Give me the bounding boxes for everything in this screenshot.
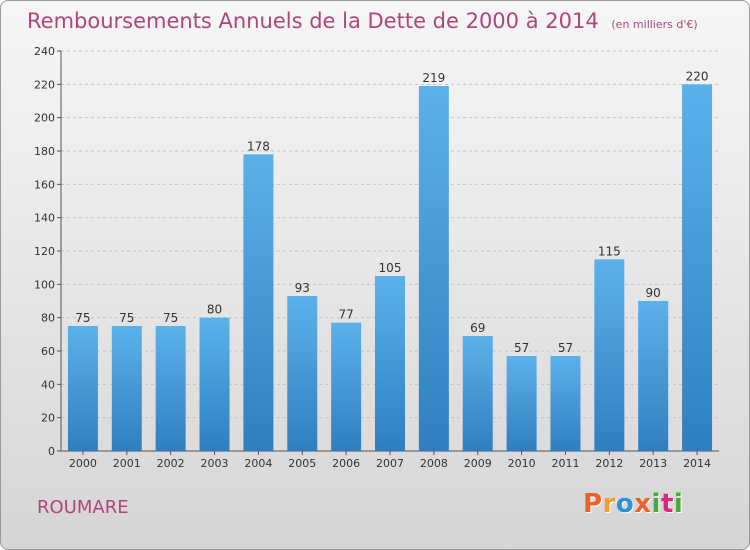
bar [199, 317, 230, 451]
y-tick-label: 0 [48, 445, 55, 458]
x-tick-label: 2009 [464, 457, 492, 470]
bar-value-label: 69 [470, 321, 485, 335]
bar [155, 326, 186, 451]
logo-letter: x [634, 489, 652, 519]
x-tick-label: 2013 [639, 457, 667, 470]
logo-letter: r [602, 489, 616, 519]
x-tick-label: 2008 [420, 457, 448, 470]
bar-value-label: 57 [514, 341, 529, 355]
logo-letter: i [651, 489, 661, 519]
bar [287, 296, 318, 451]
x-tick-label: 2000 [69, 457, 97, 470]
bar [682, 84, 713, 451]
y-tick-label: 100 [34, 278, 55, 291]
bar-value-label: 75 [163, 311, 178, 325]
y-tick-label: 240 [34, 45, 55, 58]
bar-value-label: 90 [646, 286, 661, 300]
x-tick-label: 2007 [376, 457, 404, 470]
x-tick-label: 2005 [288, 457, 316, 470]
y-tick-label: 80 [41, 312, 55, 325]
x-tick-label: 2003 [201, 457, 229, 470]
bar-value-label: 75 [75, 311, 90, 325]
logo-letter: i [673, 489, 684, 519]
bar [550, 356, 581, 451]
bar [506, 356, 537, 451]
logo-letter: t [660, 489, 674, 519]
chart-title: Remboursements Annuels de la Dette de 20… [27, 9, 698, 33]
bar-value-label: 219 [422, 71, 445, 85]
x-tick-label: 2002 [157, 457, 185, 470]
bar [594, 259, 625, 451]
bar [638, 301, 669, 451]
location-name: ROUMARE [37, 497, 129, 518]
y-tick-label: 20 [41, 412, 55, 425]
bar [331, 322, 362, 451]
y-tick-label: 200 [34, 112, 55, 125]
y-tick-label: 220 [34, 78, 55, 91]
bar-value-label: 77 [338, 308, 353, 322]
bar-value-label: 93 [295, 281, 310, 295]
x-tick-label: 2004 [244, 457, 272, 470]
bar-value-label: 80 [207, 303, 222, 317]
proxiti-logo: Proxiti [583, 489, 683, 519]
bar-value-label: 178 [247, 139, 270, 153]
bar [418, 86, 449, 451]
logo-letter: o [615, 489, 635, 519]
bar-value-label: 115 [598, 244, 621, 258]
bar [375, 276, 405, 451]
bar [462, 336, 493, 451]
x-tick-label: 2010 [508, 457, 536, 470]
bar [111, 326, 142, 451]
x-tick-label: 2012 [595, 457, 623, 470]
bar-value-label: 75 [119, 311, 134, 325]
y-tick-label: 160 [34, 178, 55, 191]
chart-unit-label: (en milliers d'€) [611, 18, 698, 31]
chart-title-text: Remboursements Annuels de la Dette de 20… [27, 9, 599, 33]
x-tick-label: 2014 [683, 457, 711, 470]
y-tick-label: 120 [34, 245, 55, 258]
y-tick-label: 60 [41, 345, 55, 358]
bar-value-label: 57 [558, 341, 573, 355]
x-tick-label: 2001 [113, 457, 141, 470]
bar [243, 154, 274, 452]
x-tick-label: 2006 [332, 457, 360, 470]
bar [67, 326, 98, 451]
y-tick-label: 140 [34, 212, 55, 225]
bar-value-label: 220 [686, 69, 709, 83]
bar-value-label: 105 [379, 261, 402, 275]
y-tick-label: 180 [34, 145, 55, 158]
y-tick-label: 40 [41, 378, 55, 391]
x-tick-label: 2011 [551, 457, 579, 470]
logo-letter: P [583, 489, 603, 519]
